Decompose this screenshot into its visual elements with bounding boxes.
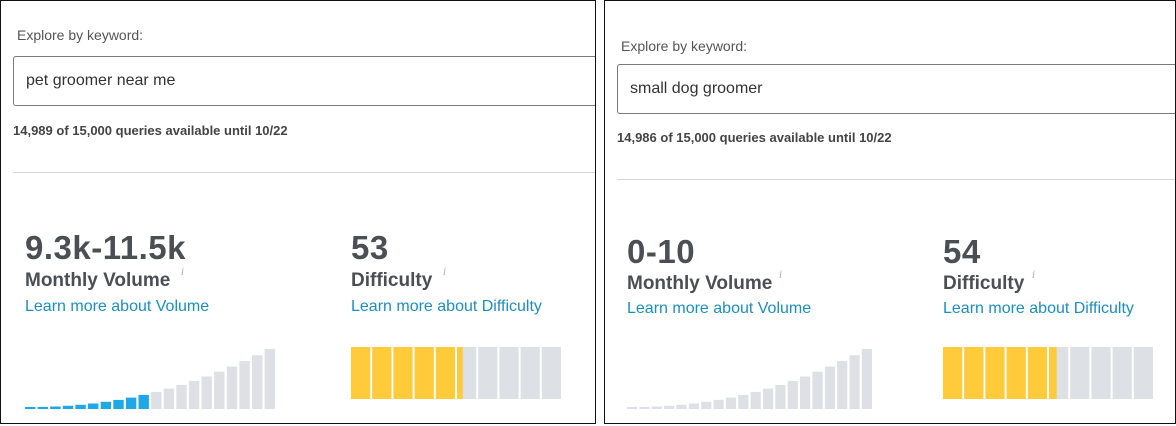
difficulty-label: Difficulty xyxy=(351,270,433,291)
volume-bar xyxy=(701,401,712,409)
volume-bar xyxy=(50,406,61,409)
difficulty-segment-fill xyxy=(393,347,413,399)
volume-bar xyxy=(676,404,687,409)
keyword-search-input[interactable]: small dog groomer xyxy=(617,64,1175,114)
difficulty-meter xyxy=(351,347,561,399)
difficulty-segment xyxy=(520,347,540,399)
monthly-volume-label: Monthly Volume xyxy=(627,273,773,294)
keyword-panel-right: Explore by keyword: small dog groomer 14… xyxy=(604,0,1176,424)
monthly-volume-label: Monthly Volume xyxy=(25,270,171,291)
volume-bar xyxy=(688,403,699,409)
difficulty-info-icon[interactable]: i xyxy=(1032,270,1036,281)
learn-more-volume-link[interactable]: Learn more about Volume xyxy=(25,298,210,315)
volume-bar xyxy=(62,405,74,409)
volume-bar xyxy=(800,376,811,409)
volume-bar xyxy=(252,355,263,409)
explore-label: Explore by keyword: xyxy=(621,38,748,54)
difficulty-segment-fill xyxy=(351,347,371,399)
volume-bar xyxy=(861,349,872,409)
difficulty-meter xyxy=(943,347,1153,399)
volume-bar xyxy=(812,371,823,409)
volume-bar xyxy=(264,349,275,409)
divider xyxy=(13,172,595,173)
volume-bar xyxy=(151,391,162,409)
volume-bar xyxy=(113,399,124,409)
difficulty-segment xyxy=(541,347,561,399)
volume-bar xyxy=(664,405,675,409)
volume-bar xyxy=(837,361,848,409)
volume-bar xyxy=(25,407,36,409)
difficulty-segment-fill xyxy=(435,347,455,399)
volume-bar xyxy=(738,394,749,409)
volume-bar xyxy=(824,366,835,409)
volume-bar xyxy=(627,407,638,409)
volume-bar xyxy=(125,397,137,409)
volume-bar xyxy=(763,388,774,409)
explore-label: Explore by keyword: xyxy=(17,27,144,43)
volume-bar xyxy=(239,361,250,409)
difficulty-segment-fill xyxy=(964,347,984,399)
difficulty-segment-fill xyxy=(372,347,392,399)
keyword-search-input[interactable]: pet groomer near me xyxy=(13,56,595,106)
difficulty-label: Difficulty xyxy=(943,273,1025,294)
volume-bar xyxy=(214,371,225,409)
volume-bar-chart xyxy=(25,349,275,409)
volume-bar xyxy=(849,355,860,409)
difficulty-segment-fill xyxy=(1049,347,1057,399)
volume-bar xyxy=(37,406,48,409)
volume-bar xyxy=(176,384,187,409)
volume-bar xyxy=(188,380,200,409)
difficulty-segment-fill xyxy=(457,347,463,399)
volume-bar xyxy=(163,388,175,409)
difficulty-segment xyxy=(478,347,498,399)
difficulty-segment-fill xyxy=(1006,347,1026,399)
learn-more-volume-link[interactable]: Learn more about Volume xyxy=(627,300,812,317)
difficulty-segment-fill xyxy=(414,347,434,399)
volume-info-icon[interactable]: i xyxy=(779,270,783,281)
volume-bar xyxy=(750,391,761,409)
volume-bar xyxy=(639,406,650,409)
volume-bar xyxy=(226,366,238,409)
queries-quota-text: 14,989 of 15,000 queries available until… xyxy=(13,123,288,138)
volume-info-icon[interactable]: i xyxy=(181,267,185,278)
difficulty-segment xyxy=(499,347,519,399)
volume-bar xyxy=(775,384,786,409)
learn-more-difficulty-link[interactable]: Learn more about Difficulty xyxy=(943,300,1134,317)
volume-bar xyxy=(725,397,737,409)
volume-bar xyxy=(201,376,212,409)
volume-bar xyxy=(787,380,798,409)
difficulty-segment-fill xyxy=(1027,347,1047,399)
difficulty-segment xyxy=(1070,347,1090,399)
monthly-volume-value: 0-10 xyxy=(627,233,696,270)
difficulty-segment xyxy=(1091,347,1111,399)
difficulty-info-icon[interactable]: i xyxy=(443,267,447,278)
volume-bar-chart xyxy=(627,349,872,409)
volume-bar xyxy=(88,403,99,409)
learn-more-difficulty-link[interactable]: Learn more about Difficulty xyxy=(351,298,542,315)
volume-bar xyxy=(75,404,86,409)
divider xyxy=(617,179,1175,180)
volume-bar xyxy=(651,406,662,409)
volume-bar xyxy=(100,401,112,409)
difficulty-segment-fill xyxy=(943,347,963,399)
difficulty-value: 53 xyxy=(351,229,389,266)
difficulty-segment xyxy=(1112,347,1132,399)
monthly-volume-value: 9.3k-11.5k xyxy=(25,229,186,266)
keyword-panel-left: Explore by keyword: pet groomer near me … xyxy=(0,0,596,424)
difficulty-segment-fill xyxy=(985,347,1005,399)
volume-bar xyxy=(713,399,724,409)
volume-bar xyxy=(138,394,149,409)
difficulty-value: 54 xyxy=(943,233,981,270)
queries-quota-text: 14,986 of 15,000 queries available until… xyxy=(617,130,892,145)
difficulty-segment xyxy=(1133,347,1153,399)
